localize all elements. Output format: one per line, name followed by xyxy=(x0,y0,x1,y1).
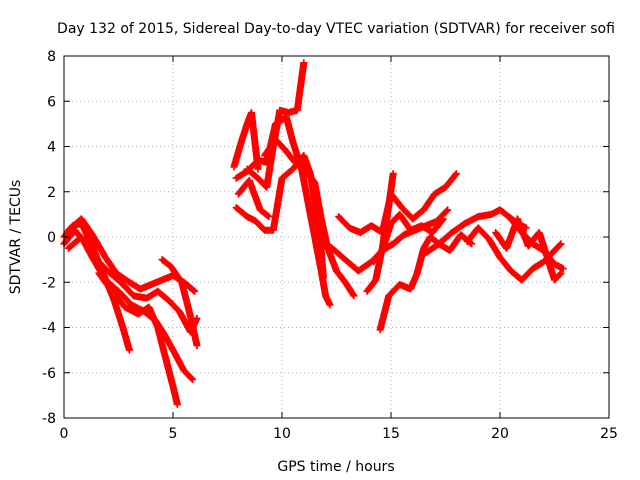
x-tick-label: 10 xyxy=(273,426,291,442)
y-tick-label: -8 xyxy=(42,411,56,427)
x-axis-label: GPS time / hours xyxy=(277,459,394,475)
y-tick-label: 6 xyxy=(47,94,56,110)
y-tick-label: 4 xyxy=(47,140,56,156)
series-16 xyxy=(363,170,397,295)
tick-layer: 0 5 10 15 20 25 -8 -6 -4 -2 0 2 4 6 8 xyxy=(42,49,618,442)
series-markers xyxy=(335,170,460,236)
data-layer xyxy=(60,59,567,408)
series-markers xyxy=(95,269,181,408)
y-tick-label: 8 xyxy=(47,49,56,65)
y-tick-label: 2 xyxy=(47,185,56,201)
series-12 xyxy=(261,136,358,300)
series-17 xyxy=(376,231,476,334)
y-tick-label: -4 xyxy=(42,321,56,337)
y-tick-label: 0 xyxy=(47,230,56,246)
series-21 xyxy=(507,215,567,273)
x-tick-label: 20 xyxy=(491,426,509,442)
series-markers xyxy=(376,231,476,334)
series-7 xyxy=(230,109,262,173)
x-tick-label: 5 xyxy=(169,426,178,442)
series-10 xyxy=(234,176,273,221)
series-markers xyxy=(507,215,567,273)
y-axis-label: SDTVAR / TECUs xyxy=(8,180,24,295)
x-tick-label: 15 xyxy=(382,426,400,442)
y-tick-label: -2 xyxy=(42,275,56,291)
series-markers xyxy=(230,109,262,173)
series-markers xyxy=(158,256,201,350)
x-tick-label: 0 xyxy=(60,426,69,442)
series-13 xyxy=(335,170,460,236)
y-tick-label: -6 xyxy=(42,366,56,382)
series-6 xyxy=(158,256,201,350)
chart-title: Day 132 of 2015, Sidereal Day-to-day VTE… xyxy=(57,21,615,37)
x-tick-label: 25 xyxy=(600,426,618,442)
series-markers xyxy=(363,170,397,295)
series-markers xyxy=(261,136,358,300)
series-markers xyxy=(234,176,273,221)
series-5 xyxy=(95,269,181,408)
